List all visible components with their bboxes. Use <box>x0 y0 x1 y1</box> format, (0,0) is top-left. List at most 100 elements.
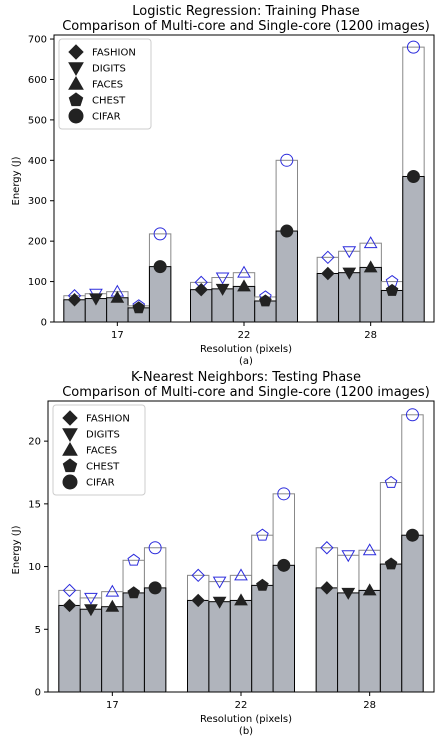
chart-b-single-core-marker <box>148 541 162 555</box>
chart-b-multi-core-marker <box>277 558 291 572</box>
chart-b-multi-core-marker <box>320 581 334 595</box>
chart-a-legend-label: DIGITS <box>92 64 126 75</box>
chart-b-single-core-marker <box>84 592 98 605</box>
chart-a-legend: FASHION DIGITS FACES CHEST CIFAR <box>58 38 152 130</box>
chart-a-multi-core-marker <box>342 267 357 280</box>
chart-b-x-axis-label: Resolution (pixels) <box>200 714 292 725</box>
chart-b-multi-core-marker <box>191 593 205 608</box>
chart-a-multi-core-marker <box>194 282 208 297</box>
chart-a-legend-box <box>58 38 152 130</box>
chart-b-legend-label: CIFAR <box>86 478 115 489</box>
chart-b-single-core-marker <box>234 568 248 581</box>
chart-b-multi-core-bar <box>208 601 231 693</box>
chart-b-x-tick-label: 22 <box>235 700 248 711</box>
chart-a-multi-core-bar <box>275 230 299 323</box>
chart-b-legend-marker-pentagon <box>62 458 78 473</box>
chart-b-legend-label: CHEST <box>86 462 120 473</box>
chart-a-multi-core-marker <box>67 293 82 307</box>
chart-a-legend-marker-diamond <box>68 44 84 60</box>
chart-b-legend-marker-diamond <box>62 410 78 426</box>
chart-b-multi-core-bar <box>79 608 103 693</box>
chart-b-legend-marker-circle <box>62 474 78 490</box>
chart-a-legend-label: FACES <box>92 80 123 91</box>
chart-a-logistic-regression: Logistic Regression: Training Phase Comp… <box>11 4 435 367</box>
chart-b-single-core-marker <box>384 475 398 488</box>
chart-a-y-tick-label: 300 <box>28 196 47 207</box>
chart-a-multi-core-marker <box>363 260 378 273</box>
chart-b-single-core-marker <box>105 584 120 597</box>
chart-b-multi-core-marker <box>62 598 77 613</box>
chart-b-legend-marker-triangle-down <box>62 428 78 443</box>
chart-a-y-tick-label: 600 <box>28 75 47 86</box>
chart-a-y-tick-label: 400 <box>28 156 47 167</box>
chart-b-multi-core-bar <box>315 587 339 693</box>
chart-b-multi-core-marker <box>105 599 120 612</box>
chart-b-y-tick-label: 5 <box>35 625 41 636</box>
chart-b-legend-label: DIGITS <box>86 430 120 441</box>
chart-b-legend-label: FACES <box>86 446 117 457</box>
chart-b-single-core-marker <box>405 408 419 422</box>
chart-b-multi-core-marker <box>234 593 248 606</box>
chart-a-multi-core-bar <box>232 285 256 323</box>
chart-b-multi-core-marker <box>405 528 419 542</box>
chart-b-single-core-marker <box>320 541 334 555</box>
chart-a-x-tick-label: 22 <box>238 330 251 341</box>
chart-a-multi-core-bar <box>402 175 425 323</box>
chart-b-x-tick-label: 17 <box>106 700 119 711</box>
chart-b-multi-core-marker <box>148 581 162 595</box>
chart-a-x-tick-label: 17 <box>111 330 124 341</box>
chart-b-multi-core-bar <box>229 599 253 693</box>
chart-b-multi-core-bar <box>337 592 360 693</box>
chart-a-legend-label: CIFAR <box>92 112 121 123</box>
chart-a-multi-core-marker <box>237 279 251 292</box>
chart-b-y-tick-label: 20 <box>28 437 41 448</box>
chart-a-y-tick-label: 0 <box>41 318 47 329</box>
chart-a-multi-core-bar <box>359 266 382 323</box>
chart-a-caption: (a) <box>239 356 253 367</box>
chart-a-y-tick-label: 500 <box>28 115 47 126</box>
chart-b-single-core-marker <box>341 550 356 563</box>
chart-b-legend-marker-triangle-up <box>62 441 78 456</box>
chart-b-single-core-marker <box>256 528 269 541</box>
chart-a-y-tick-label: 700 <box>28 35 47 46</box>
chart-b-multi-core-bar <box>251 584 274 693</box>
chart-a-single-core-marker <box>280 153 294 167</box>
chart-b-multi-core-marker <box>127 586 141 599</box>
chart-b-legend-box <box>52 404 146 496</box>
chart-a-multi-core-bar <box>316 272 340 323</box>
chart-a-legend-marker-circle <box>68 108 84 124</box>
chart-b-single-core-marker <box>212 576 227 589</box>
chart-b-multi-core-bar <box>187 599 210 693</box>
chart-a-single-core-marker <box>406 40 420 54</box>
chart-b-multi-core-marker <box>341 587 356 600</box>
chart-b-multi-core-marker <box>384 557 398 570</box>
chart-a-legend-marker-pentagon <box>68 92 84 107</box>
chart-b-y-tick-label: 15 <box>28 499 41 510</box>
chart-a-multi-core-marker <box>280 224 294 238</box>
chart-b-multi-core-bar <box>122 592 145 693</box>
chart-b-subtitle: Comparison of Multi-core and Single-core… <box>62 385 430 400</box>
chart-a-legend-marker-triangle-down <box>68 62 84 77</box>
chart-a-y-tick-label: 100 <box>28 277 47 288</box>
chart-a-multi-core-bar <box>338 272 361 323</box>
chart-b-multi-core-marker <box>212 596 227 609</box>
chart-b-multi-core-bar <box>101 606 124 693</box>
chart-b-single-core-marker <box>127 553 141 566</box>
chart-a-multi-core-marker <box>406 169 420 183</box>
chart-b-single-core-marker <box>277 487 291 501</box>
chart-a-multi-core-marker <box>132 301 146 314</box>
chart-a-single-core-marker <box>215 272 230 285</box>
chart-b-multi-core-bar <box>58 604 81 693</box>
chart-a-single-core-marker <box>237 265 251 278</box>
chart-b-single-core-marker <box>362 543 377 556</box>
chart-a-single-core-marker <box>342 246 357 259</box>
chart-b-multi-core-marker <box>256 578 269 591</box>
chart-b-k-nearest-neighbors: K-Nearest Neighbors: Testing Phase Compa… <box>11 370 435 737</box>
chart-a-multi-core-marker <box>153 260 167 274</box>
chart-a-legend-marker-triangle-up <box>68 75 84 90</box>
chart-a-multi-core-marker <box>259 294 272 307</box>
chart-a-legend-label: CHEST <box>92 96 126 107</box>
chart-b-multi-core-marker <box>84 604 98 617</box>
chart-a-x-tick-label: 28 <box>364 330 377 341</box>
